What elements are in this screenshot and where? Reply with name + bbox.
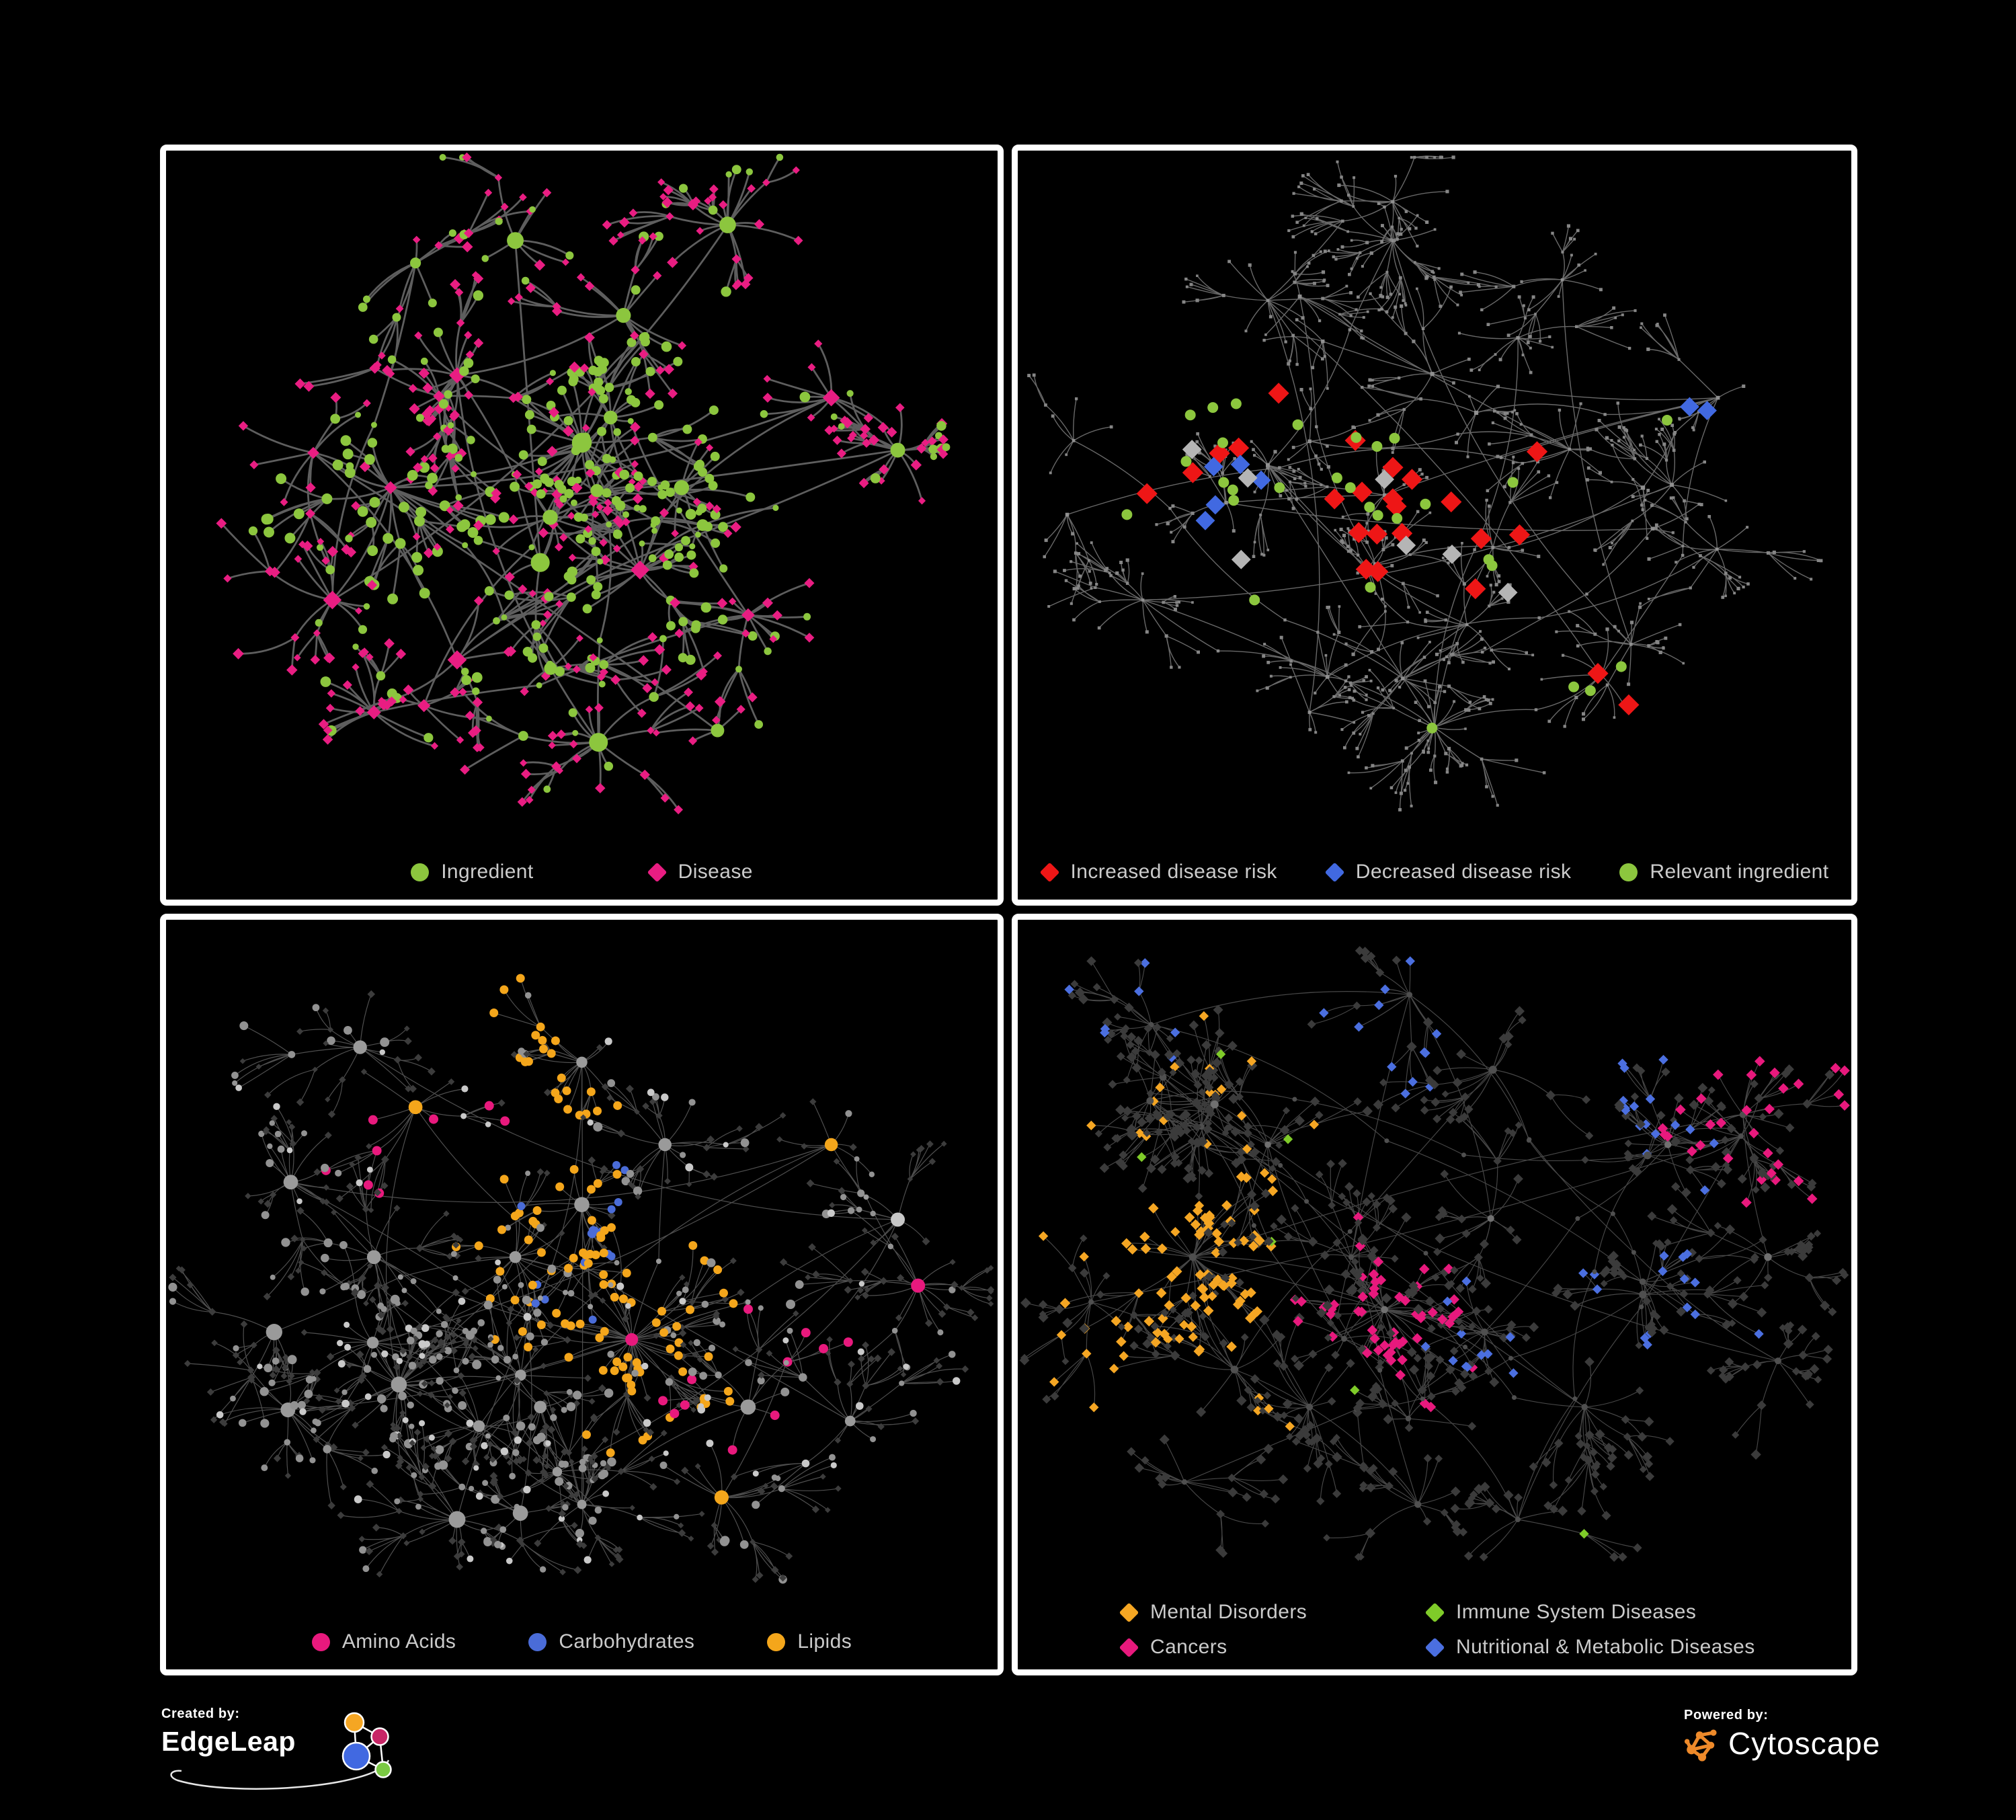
increased-risk-marker-icon: [1039, 862, 1059, 882]
legend-ingredient-disease: Ingredient Disease: [166, 861, 998, 883]
legend-disease-classes: Mental Disorders Immune System Diseases …: [1119, 1601, 1755, 1659]
cytoscape-logo-icon: [1684, 1729, 1717, 1762]
legend-item: Ingredient: [411, 861, 533, 883]
cytoscape-wordmark: Cytoscape: [1728, 1726, 1881, 1761]
decreased-risk-marker-icon: [1324, 862, 1345, 882]
legend-label: Carbohydrates: [559, 1630, 695, 1653]
network-ingredient-disease: [216, 152, 951, 815]
immune-diseases-marker-icon: [1424, 1602, 1445, 1622]
network-macronutrients: [168, 974, 995, 1584]
legend-label: Mental Disorders: [1150, 1601, 1307, 1623]
network-disease-classes: [1019, 946, 1850, 1562]
legend-item: Increased disease risk: [1039, 861, 1277, 883]
legend-item: Relevant ingredient: [1619, 861, 1828, 883]
legend-label: Immune System Diseases: [1456, 1601, 1697, 1623]
carbohydrates-marker-icon: [528, 1632, 547, 1651]
panel-macronutrients: Amino Acids Carbohydrates Lipids: [160, 914, 1004, 1675]
amino-acids-marker-icon: [311, 1632, 330, 1651]
legend-item: Immune System Diseases: [1424, 1601, 1755, 1624]
panel-ingredient-disease: Ingredient Disease: [160, 145, 1004, 906]
legend-label: Nutritional & Metabolic Diseases: [1456, 1636, 1755, 1658]
mental-disorders-marker-icon: [1119, 1602, 1139, 1622]
legend-item: Cancers: [1119, 1636, 1426, 1659]
legend-item: Disease: [647, 861, 753, 883]
ingredient-marker-icon: [411, 863, 430, 881]
relevant-ingredient-marker-icon: [1619, 863, 1638, 881]
created-by-label: Created by:: [161, 1706, 240, 1721]
legend-item: Decreased disease risk: [1324, 861, 1572, 883]
network-disease-risk: [1027, 155, 1823, 812]
legend-label: Ingredient: [441, 861, 534, 883]
legend-disease-risk: Increased disease risk Decreased disease…: [1018, 861, 1851, 883]
panel-disease-risk: Increased disease risk Decreased disease…: [1012, 145, 1857, 906]
legend-macronutrients: Amino Acids Carbohydrates Lipids: [166, 1630, 998, 1653]
legend-label: Decreased disease risk: [1355, 861, 1572, 883]
legend-label: Increased disease risk: [1070, 861, 1277, 883]
cancers-marker-icon: [1119, 1637, 1139, 1657]
cytoscape-branding: Powered by: Cytoscape: [1684, 1708, 1980, 1788]
legend-label: Amino Acids: [341, 1630, 456, 1653]
lipids-marker-icon: [767, 1632, 786, 1651]
legend-item: Mental Disorders: [1119, 1601, 1426, 1624]
edgeleap-wordmark: EdgeLeap: [161, 1726, 296, 1757]
legend-item: Nutritional & Metabolic Diseases: [1424, 1636, 1755, 1659]
panel-disease-classes: Mental Disorders Immune System Diseases …: [1012, 914, 1857, 1675]
edgeleap-branding: Created by: EdgeLeap: [161, 1706, 410, 1807]
legend-item: Amino Acids: [311, 1630, 456, 1653]
nutritional-metabolic-marker-icon: [1424, 1637, 1445, 1657]
legend-label: Lipids: [797, 1630, 852, 1653]
disease-marker-icon: [647, 862, 667, 882]
legend-label: Relevant ingredient: [1650, 861, 1829, 883]
legend-item: Carbohydrates: [528, 1630, 694, 1653]
legend-label: Cancers: [1150, 1636, 1227, 1658]
legend-item: Lipids: [767, 1630, 852, 1653]
legend-label: Disease: [678, 861, 753, 883]
powered-by-label: Powered by:: [1684, 1708, 1769, 1723]
